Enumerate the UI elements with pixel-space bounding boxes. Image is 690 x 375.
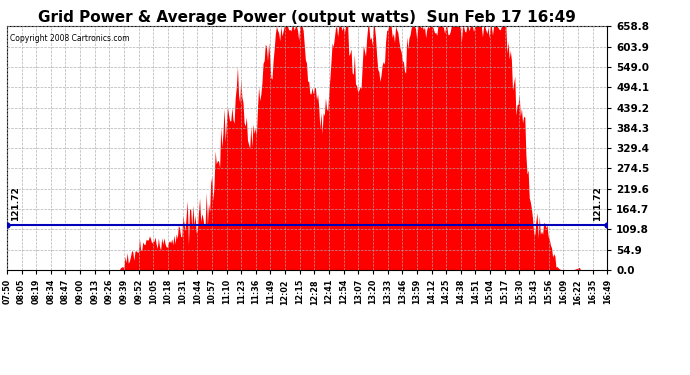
Title: Grid Power & Average Power (output watts)  Sun Feb 17 16:49: Grid Power & Average Power (output watts… <box>38 10 576 25</box>
Text: 121.72: 121.72 <box>11 186 20 220</box>
Text: 121.72: 121.72 <box>593 186 602 220</box>
Text: Copyright 2008 Cartronics.com: Copyright 2008 Cartronics.com <box>10 34 130 43</box>
